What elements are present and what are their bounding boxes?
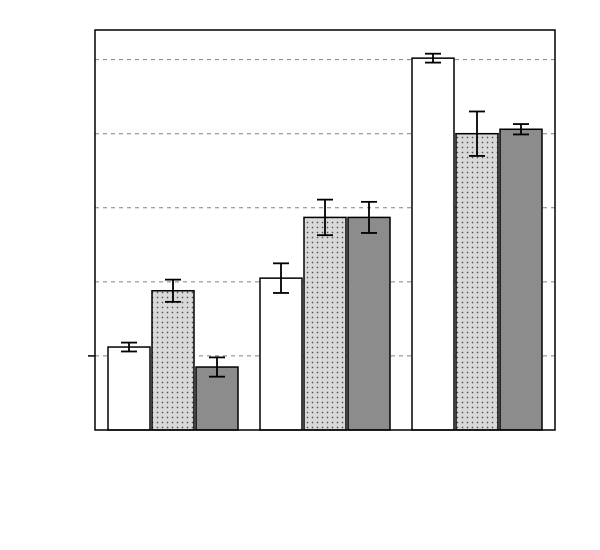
bar-LRRIQ3-CPY(4B) [348,217,390,430]
bar-LRRIQ3-CPY(8B) [500,129,542,430]
bar-FPGT-CPY(8B) [456,134,498,430]
gdr-bar-chart [0,0,600,550]
bar-TNNI3K-CPY(4B) [260,278,302,430]
bar-FPGT-CPY(4B) [304,217,346,430]
bar-TNNI3K-CPY(8B) [412,58,454,430]
bar-TNNI3K-CPY(0B) [108,347,150,430]
chart-svg [0,0,600,550]
bar-FPGT-CPY(0B) [152,291,194,430]
